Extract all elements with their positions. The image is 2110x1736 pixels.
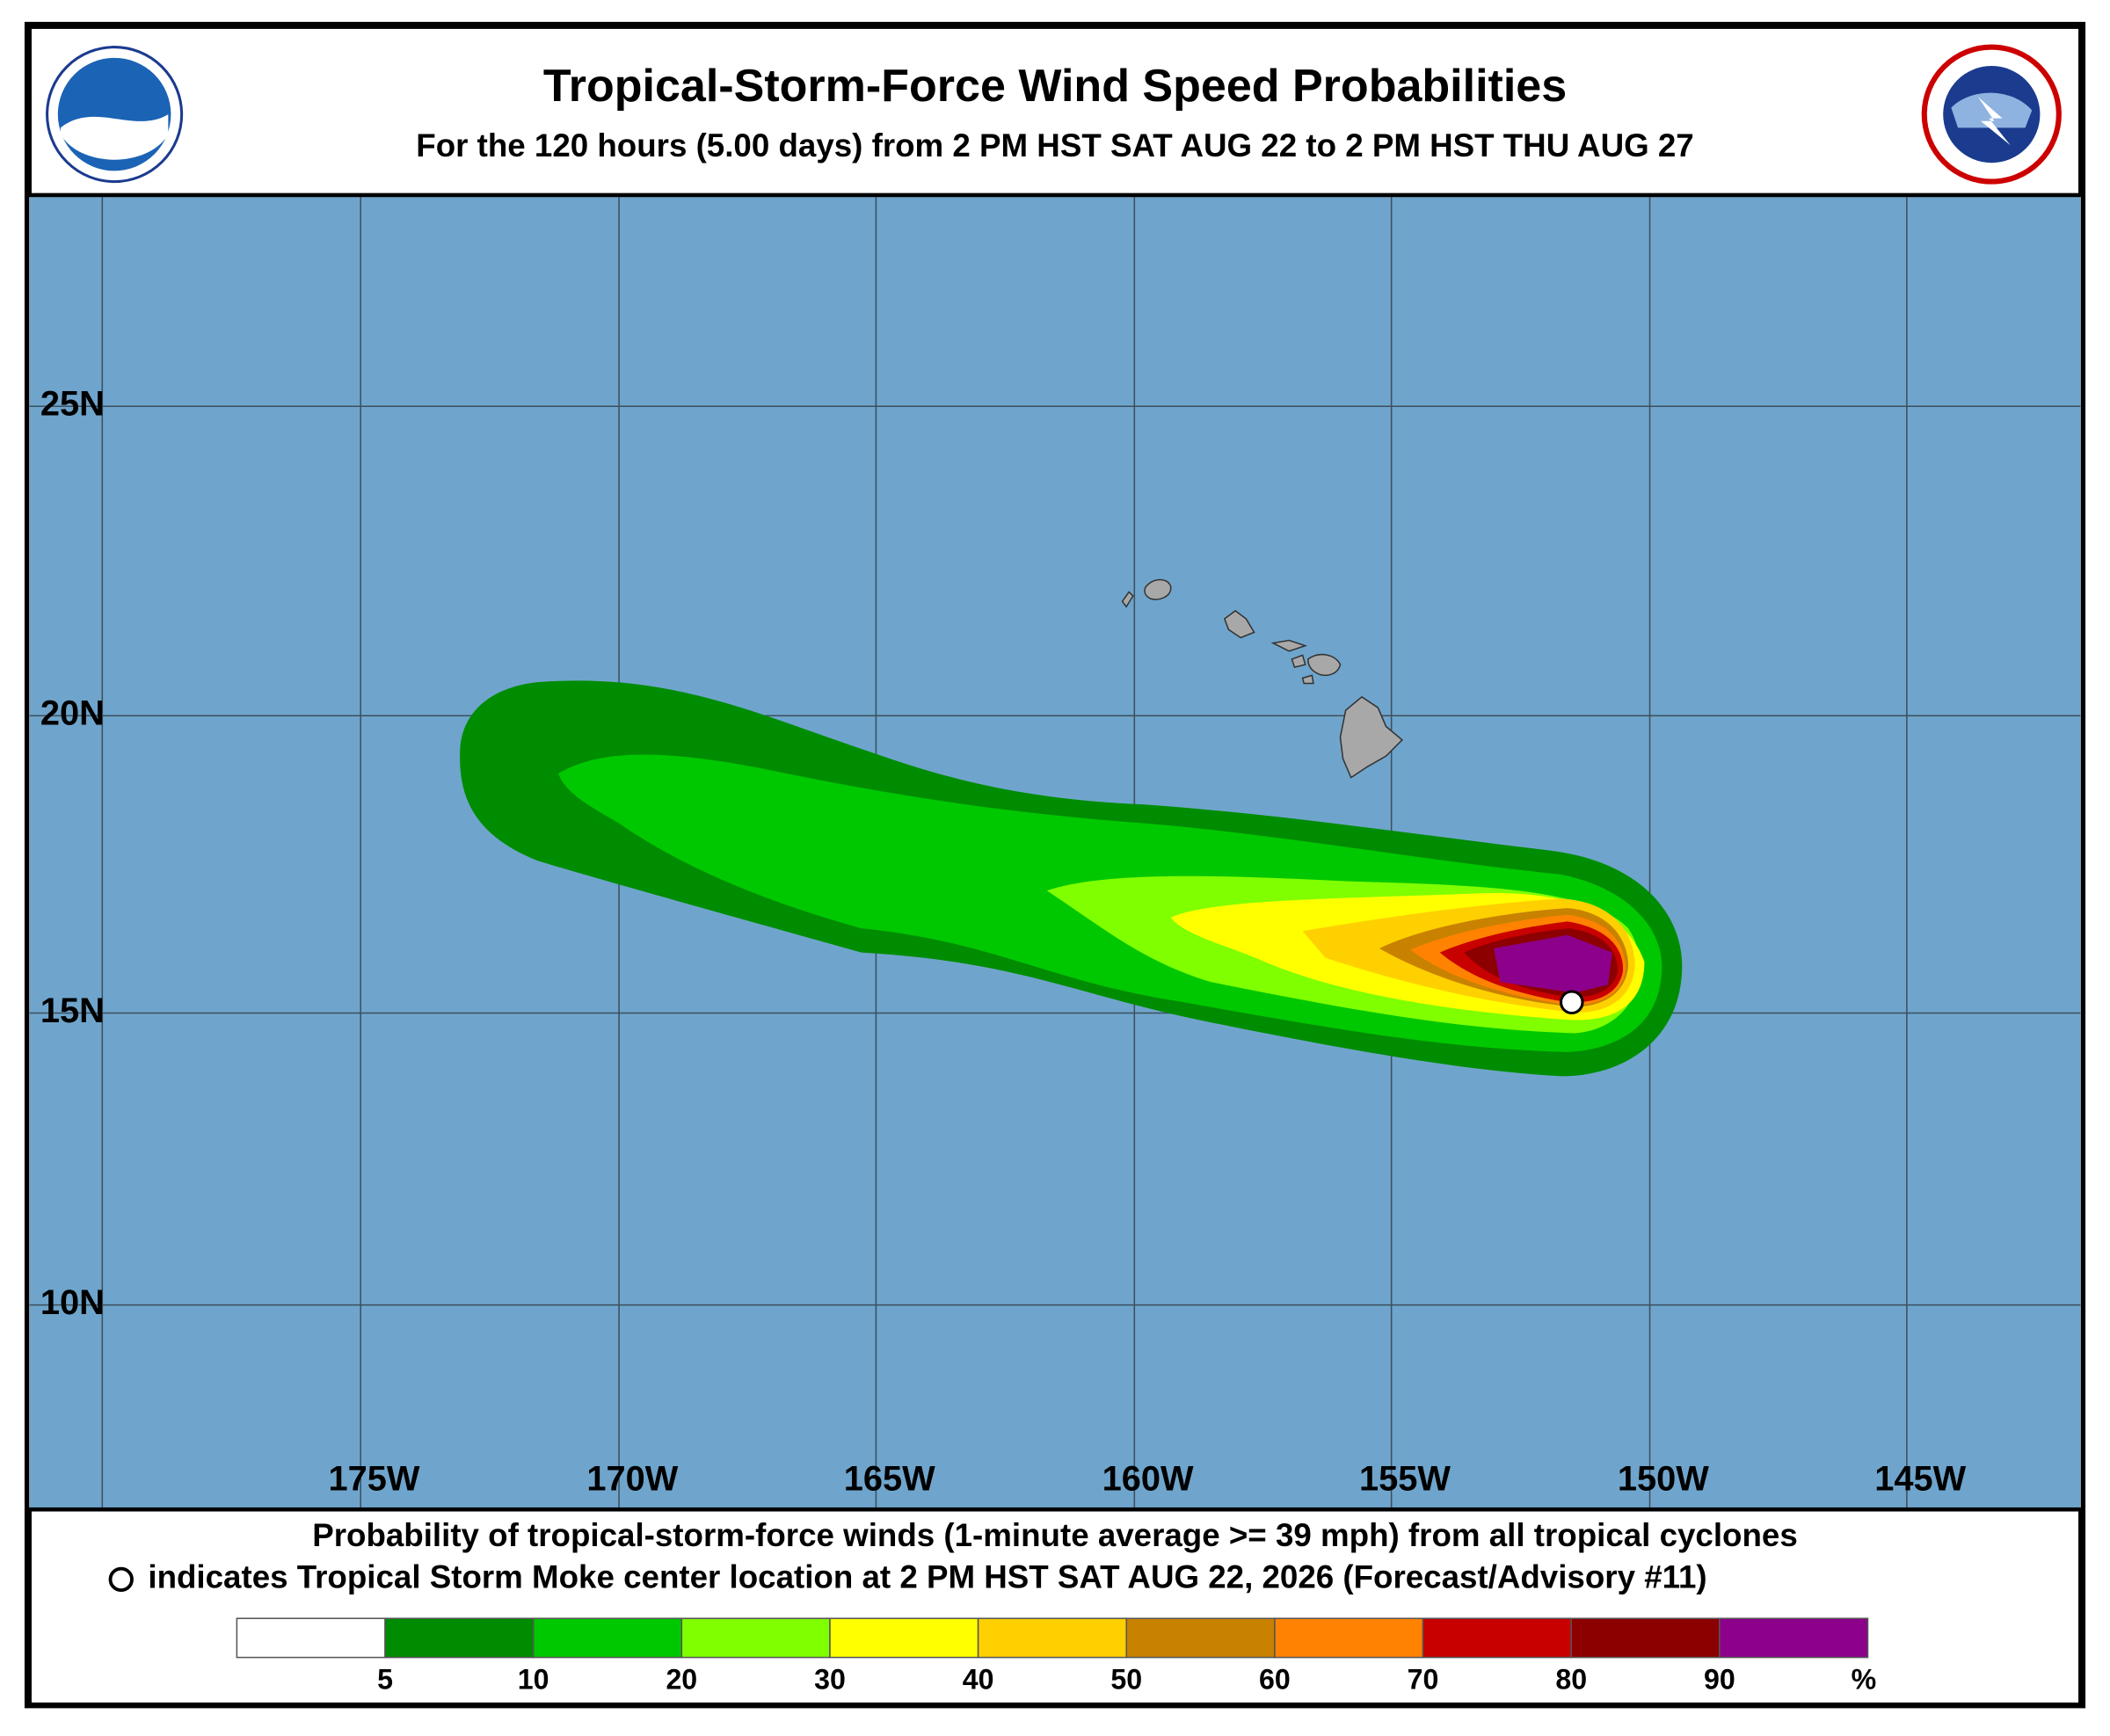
lon-label: 165W	[844, 1460, 935, 1499]
lon-label: 150W	[1618, 1460, 1709, 1499]
noaa-logo	[46, 46, 184, 184]
lat-label: 15N	[40, 991, 105, 1030]
axis-labels: 25N 20N 15N 10N 175W 170W 165W 160W 155W 150W 145W	[40, 385, 1967, 1499]
center-symbol	[108, 1566, 134, 1593]
island	[1270, 639, 1308, 652]
legend-label: 70	[1408, 1664, 1439, 1696]
lat-label: 10N	[40, 1283, 105, 1322]
header-box	[27, 25, 2083, 198]
legend-label: 60	[1259, 1664, 1291, 1696]
footer-box	[27, 1507, 2083, 1707]
legend-swatch	[236, 1617, 386, 1659]
legend-swatch	[1719, 1617, 1869, 1659]
graticule	[29, 194, 2081, 1510]
lat-label: 25N	[40, 385, 105, 424]
footer-line: Probability of tropical-storm-force wind…	[312, 1517, 1798, 1553]
legend-unit: %	[1852, 1664, 1877, 1696]
hawaiian-islands	[1121, 578, 1404, 779]
nws-logo	[1921, 44, 2062, 185]
island	[1339, 695, 1404, 779]
legend-swatch	[829, 1617, 979, 1659]
legend-swatch	[977, 1617, 1128, 1659]
probability-swath	[460, 680, 1683, 1077]
legend-swatch	[680, 1617, 831, 1659]
legend-swatch	[532, 1617, 683, 1659]
swath-band	[1493, 934, 1612, 993]
lon-label: 175W	[329, 1460, 420, 1499]
legend-label: 90	[1704, 1664, 1735, 1696]
island	[1301, 674, 1314, 685]
lon-label: 145W	[1874, 1460, 1966, 1499]
lat-label: 20N	[40, 694, 105, 733]
island	[1291, 654, 1306, 669]
subtitle: For the 120 hours (5.00 days) from 2 PM …	[416, 127, 1693, 163]
legend-label: 40	[963, 1664, 994, 1696]
lon-label: 170W	[586, 1460, 678, 1499]
map: 25N 20N 15N 10N 175W 170W 165W 160W 155W 150W 145W	[29, 194, 2081, 1510]
island	[1223, 609, 1255, 639]
legend-swatch	[1422, 1617, 1572, 1659]
lon-label: 160W	[1102, 1460, 1194, 1499]
legend-label: 10	[518, 1664, 549, 1696]
legend-label: 80	[1555, 1664, 1587, 1696]
legend-label: 50	[1110, 1664, 1142, 1696]
legend-swatch	[1570, 1617, 1721, 1659]
island	[1144, 578, 1172, 600]
storm-center	[1559, 990, 1584, 1015]
legend-swatch	[1274, 1617, 1424, 1659]
outer-border	[24, 21, 2086, 1709]
legend-label: 30	[814, 1664, 846, 1696]
island	[1306, 653, 1342, 677]
legend-swatch	[384, 1617, 535, 1659]
island	[1121, 591, 1134, 608]
legend: 5 10 20 30 40 50 60 70 80 90%	[236, 1617, 1877, 1696]
footer-line: indicates Tropical Storm Moke center loc…	[148, 1559, 1706, 1595]
lon-label: 155W	[1359, 1460, 1451, 1499]
legend-label: 20	[666, 1664, 697, 1696]
legend-swatch	[1125, 1617, 1276, 1659]
legend-label: 5	[377, 1664, 393, 1696]
title: Tropical-Storm-Force Wind Speed Probabil…	[543, 61, 1567, 112]
